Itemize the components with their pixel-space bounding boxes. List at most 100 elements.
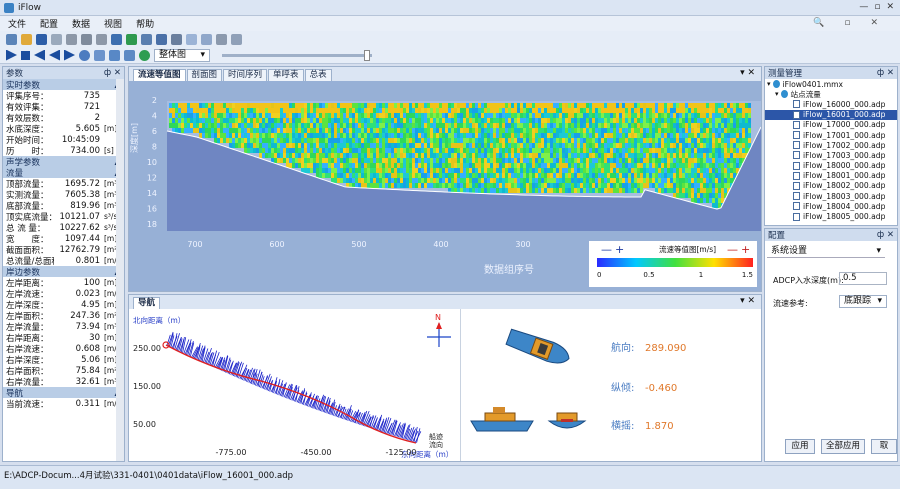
file-item[interactable]: iFlow_16001_000.adp [765,109,897,120]
file-name: iFlow_18003_000.adp [803,191,886,201]
cut-icon[interactable] [51,33,62,45]
file-name: iFlow_18001_000.adp [803,171,886,181]
param-value: 247.36 [70,310,100,321]
tab-contour[interactable]: 流速等值图 [133,69,186,81]
param-row: 顶部流量： 1695.72 [m³/s] [3,178,124,190]
legend-minus-right[interactable]: — [727,243,738,256]
last-icon[interactable] [64,49,75,61]
settings-icon[interactable] [66,33,77,45]
flow-ref-select[interactable]: 底跟踪 ▾ [839,295,887,308]
restore-icon[interactable]: ▫ [844,18,851,28]
file-item[interactable]: iFlow_18004_000.adp [765,201,897,211]
adcp-depth-input[interactable]: 0.5 [839,272,887,285]
print-icon[interactable] [171,33,182,45]
menu-file[interactable]: 文件 [8,20,27,30]
file-item[interactable]: iFlow_18001_000.adp [765,171,897,181]
section-header[interactable]: 流量▲ [3,167,124,179]
cancel-button[interactable]: 取 [871,439,897,454]
section-header[interactable]: 声学参数▲ [3,156,124,168]
apply-all-button[interactable]: 全部应用 [821,439,865,454]
tree-group[interactable]: ▾ 站点流量 [775,89,821,99]
window-icon[interactable] [186,33,197,45]
first-icon[interactable] [49,50,60,61]
slider-knob[interactable] [364,49,370,61]
file-item[interactable]: iFlow_18005_000.adp [765,211,897,221]
nav-legend-flow: 流向 [429,440,443,449]
params-scrollbar[interactable] [116,79,124,461]
param-unit: [m] [104,278,118,287]
preview-icon[interactable] [231,33,242,45]
device-icon[interactable] [216,33,227,45]
config-select[interactable]: 系统设置 ▾ [767,245,885,258]
menu-data[interactable]: 数据 [72,20,91,30]
param-unit: [m] [104,124,118,133]
maximize-button[interactable]: ▫ [874,2,881,12]
close-button[interactable]: ✕ [886,2,894,12]
chart-icon[interactable] [126,33,137,45]
nav-tab-controls[interactable]: ▾ ✕ [740,296,755,306]
zoom-fit-icon[interactable] [94,49,105,61]
measure-pin-icon[interactable]: ф ✕ [876,68,894,78]
search-icon[interactable]: 🔍 [813,18,825,28]
y-axis-label: 深度[m] [129,123,139,153]
param-value: 5.605 [75,123,100,134]
param-value: 4.95 [81,299,100,310]
legend-minus-left[interactable]: — [601,243,612,256]
legend-plus-left[interactable]: + [615,243,624,256]
file-item[interactable]: iFlow_17002_000.adp [765,140,897,150]
file-name: iFlow_18002_000.adp [803,181,886,191]
play-icon[interactable] [6,49,17,61]
zoom-icon[interactable] [79,49,90,61]
param-value: 100 [83,277,100,288]
view-select[interactable]: 整体图 ▾ [154,48,210,62]
close-doc-icon[interactable]: ✕ [870,18,878,28]
gear-icon[interactable] [81,33,92,45]
section-header[interactable]: 实时参数▲ [3,79,124,91]
export-icon[interactable] [156,33,167,45]
section-header[interactable]: 导航▲ [3,387,124,399]
menu-config[interactable]: 配置 [40,20,59,30]
minimize-button[interactable]: — [859,2,869,12]
new-file-icon[interactable] [6,33,17,45]
save-icon[interactable] [36,33,47,45]
panel-pin-icon[interactable]: ф ✕ [103,68,121,78]
layout-icon[interactable] [201,33,212,45]
open-folder-icon[interactable] [21,33,32,45]
tab-summary[interactable]: 总表 [304,69,332,81]
stop-icon[interactable] [21,50,30,60]
tab-close-controls[interactable]: ▾ ✕ [740,68,755,78]
tab-navigation[interactable]: 导航 [133,297,161,309]
grid-icon[interactable] [111,33,122,45]
file-item[interactable]: iFlow_17001_000.adp [765,130,897,140]
attitude-svg: 航向: 289.090 纵倾: -0.460 横摇: 1.870 [470,328,686,432]
file-item[interactable]: iFlow_16000_000.adp [765,99,897,109]
param-label: 顶部流量： [6,179,49,190]
tab-single[interactable]: 单呼表 [268,69,304,81]
param-unit: [m³/s] [104,377,122,386]
table-icon[interactable] [141,33,152,45]
step-back-icon[interactable] [34,50,45,61]
file-item[interactable]: iFlow_18002_000.adp [765,181,897,191]
file-item[interactable]: iFlow_17000_000.adp [765,120,897,130]
menu-help[interactable]: 帮助 [136,20,155,30]
section-header[interactable]: 岸边参数▲ [3,266,124,278]
tools-icon[interactable] [96,33,107,45]
attitude-panel: 航向: 289.090 纵倾: -0.460 横摇: 1.870 [463,309,759,461]
legend-plus-right[interactable]: + [741,243,750,256]
apply-button[interactable]: 应用 [785,439,815,454]
refresh-icon[interactable] [139,49,150,61]
tree-root[interactable]: ▾ iFlow0401.mmx [767,79,843,89]
file-item[interactable]: iFlow_18003_000.adp [765,191,897,201]
undo-icon[interactable] [124,49,135,61]
pan-icon[interactable] [109,49,120,61]
x-tick-label: 500 [351,240,366,249]
playback-slider[interactable] [222,49,372,61]
param-label: 右岸流量： [6,377,49,388]
tab-section[interactable]: 剖面图 [186,69,223,81]
file-item[interactable]: iFlow_18000_000.adp [765,161,897,171]
nav-x-tick: -775.00 [216,448,247,457]
menu-view[interactable]: 视图 [104,20,123,30]
config-pin-icon[interactable]: ф ✕ [876,230,894,240]
file-item[interactable]: iFlow_17003_000.adp [765,150,897,160]
tab-timeseries[interactable]: 时间序列 [223,69,268,81]
